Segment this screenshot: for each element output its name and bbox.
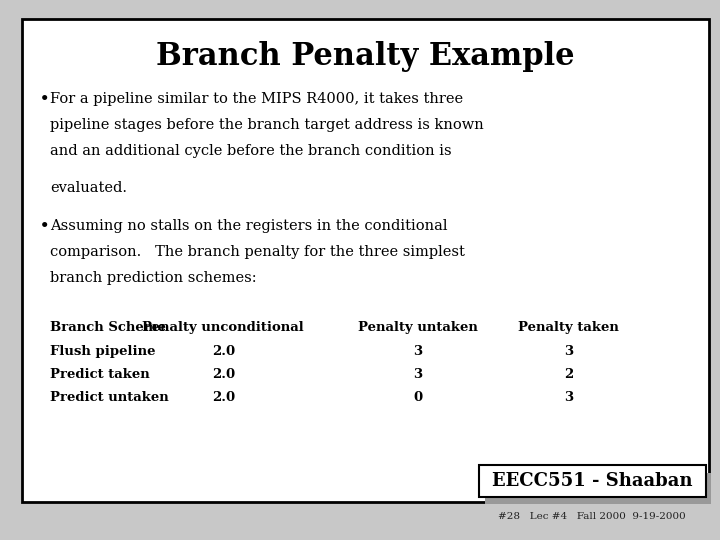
Text: EECC551 - Shaaban: EECC551 - Shaaban [492,472,693,490]
Text: 3: 3 [413,368,422,381]
Text: •: • [40,219,49,233]
Text: Assuming no stalls on the registers in the conditional: Assuming no stalls on the registers in t… [50,219,448,233]
Text: Predict taken: Predict taken [50,368,150,381]
Text: •: • [40,92,49,106]
Text: and an additional cycle before the branch condition is: and an additional cycle before the branc… [50,144,452,158]
Text: branch prediction schemes:: branch prediction schemes: [50,271,257,285]
Text: Branch Penalty Example: Branch Penalty Example [156,40,575,71]
Text: 3: 3 [564,391,573,404]
Text: Branch Scheme: Branch Scheme [50,321,166,334]
Text: comparison.   The branch penalty for the three simplest: comparison. The branch penalty for the t… [50,245,465,259]
Text: Penalty untaken: Penalty untaken [358,321,477,334]
Text: 2.0: 2.0 [212,345,235,357]
Text: 0: 0 [413,391,422,404]
Text: 3: 3 [413,345,422,357]
Text: Flush pipeline: Flush pipeline [50,345,156,357]
Text: 2.0: 2.0 [212,368,235,381]
Text: 2.0: 2.0 [212,391,235,404]
Text: Predict untaken: Predict untaken [50,391,169,404]
Text: 3: 3 [564,345,573,357]
Text: evaluated.: evaluated. [50,181,127,195]
Text: For a pipeline similar to the MIPS R4000, it takes three: For a pipeline similar to the MIPS R4000… [50,92,464,106]
Text: Penalty taken: Penalty taken [518,321,619,334]
Text: #28   Lec #4   Fall 2000  9-19-2000: #28 Lec #4 Fall 2000 9-19-2000 [498,512,686,521]
Text: Penalty unconditional: Penalty unconditional [143,321,304,334]
Text: pipeline stages before the branch target address is known: pipeline stages before the branch target… [50,118,484,132]
Text: 2: 2 [564,368,573,381]
